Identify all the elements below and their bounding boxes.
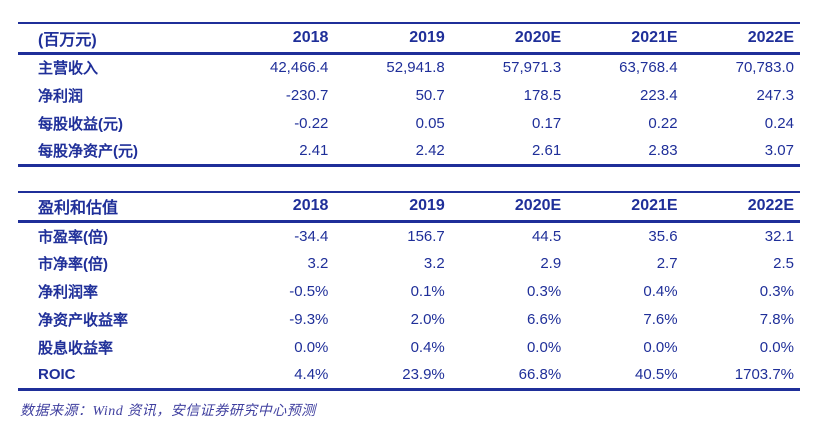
cell-value: 156.7	[407, 227, 445, 245]
cell-value: 52,941.8	[386, 59, 445, 77]
profit-valuation-table: 盈利和估值 2018 2019 2020E 2021E 2022E 市盈率(倍) -34.4 1…	[18, 191, 800, 392]
cell-value: 57,971.3	[502, 59, 562, 77]
table-row: 市净率(倍) 3.2 3.2 2.9 2.7 2.5	[18, 250, 800, 278]
cell-value: 247.3	[756, 86, 794, 104]
cell-value: 0.0%	[294, 339, 329, 356]
cell-value: 23.9%	[402, 366, 445, 384]
cell-value: 2.61	[531, 141, 562, 159]
row-label: 市盈率(倍)	[38, 228, 108, 246]
cell-value: -9.3%	[289, 311, 329, 328]
header-row: 盈利和估值 2018 2019 2020E 2021E 2022E	[18, 191, 800, 222]
table-title-cell: 盈利和估值	[38, 200, 119, 218]
row-label: 股息收益率	[38, 340, 114, 357]
cell-value: -0.5%	[289, 283, 329, 300]
cell-value: 3.2	[307, 255, 329, 272]
table-row: 主营收入 42,466.4 52,941.8 57,971.3 63,768.4 70,7…	[18, 53, 800, 81]
cell-value: 2.7	[656, 255, 678, 272]
row-label: ROIC	[38, 366, 76, 384]
row-label: 净利润率	[38, 284, 99, 301]
cell-value: 0.24	[764, 114, 794, 132]
cell-value: 0.3%	[526, 283, 562, 300]
cell-value: 3.07	[764, 141, 794, 159]
table-title-cell: (百万元)	[38, 31, 97, 49]
table-row: 净资产收益率 -9.3% 2.0% 6.6% 7.6% 7.8%	[18, 306, 800, 334]
row-label: 净利润	[38, 87, 84, 105]
header-row: (百万元) 2018 2019 2020E 2021E 2022E	[18, 23, 800, 53]
cell-value: 42,466.4	[270, 59, 329, 77]
cell-value: 0.1%	[410, 283, 445, 300]
table-row: 每股收益(元) -0.22 0.05 0.17 0.22 0.24	[18, 109, 800, 137]
cell-value: 4.4%	[294, 366, 329, 384]
cell-value: 0.4%	[410, 339, 445, 356]
table-row: 每股净资产(元) 2.41 2.42 2.61 2.83 3.07	[18, 137, 800, 165]
cell-value: 2.5	[773, 255, 794, 272]
cell-value: 0.4%	[643, 283, 678, 300]
column-header-year: 2021E	[631, 197, 678, 215]
cell-value: 2.41	[299, 141, 329, 159]
cell-value: 2.83	[648, 141, 678, 159]
cell-value: 3.2	[423, 255, 445, 272]
cell-value: 35.6	[648, 227, 678, 245]
cell-value: 0.0%	[526, 339, 562, 356]
cell-value: 0.3%	[759, 283, 794, 300]
row-label: 主营收入	[38, 60, 99, 78]
cell-value: 40.5%	[635, 366, 678, 384]
data-source-note: 数据来源：Wind 资讯，安信证券研究中心预测	[20, 404, 316, 419]
cell-value: 0.0%	[759, 339, 794, 356]
column-header-year: 2020E	[514, 197, 562, 215]
row-label: 每股净资产(元)	[38, 142, 138, 160]
column-header-year: 2018	[292, 28, 329, 46]
table-row: 市盈率(倍) -34.4 156.7 44.5 35.6 32.1	[18, 222, 800, 250]
column-header-year: 2019	[409, 28, 445, 46]
cell-value: 6.6%	[526, 311, 562, 328]
row-label: 每股收益(元)	[38, 115, 123, 133]
cell-value: 0.17	[531, 114, 562, 132]
cell-value: 178.5	[523, 86, 562, 104]
cell-value: 2.42	[415, 141, 445, 159]
cell-value: 2.0%	[410, 311, 445, 328]
table-row: 净利润率 -0.5% 0.1% 0.3% 0.4% 0.3%	[18, 278, 800, 306]
cell-value: 44.5	[531, 227, 562, 245]
cell-value: 50.7	[415, 86, 445, 104]
cell-value: 7.8%	[759, 311, 794, 328]
cell-value: -34.4	[294, 227, 329, 245]
cell-value: 7.6%	[643, 311, 678, 328]
table-row: 净利润 -230.7 50.7 178.5 223.4 247.3	[18, 81, 800, 109]
cell-value: 32.1	[764, 227, 794, 245]
row-label: 市净率(倍)	[38, 256, 108, 273]
cell-value: 223.4	[640, 86, 678, 104]
cell-value: 0.05	[415, 114, 445, 132]
cell-value: 0.22	[648, 114, 678, 132]
table-row: 股息收益率 0.0% 0.4% 0.0% 0.0% 0.0%	[18, 334, 800, 362]
cell-value: -0.22	[294, 114, 329, 132]
column-header-year: 2019	[409, 197, 445, 215]
cell-value: 63,768.4	[619, 59, 678, 77]
row-label: 净资产收益率	[38, 312, 129, 329]
cell-value: 1703.7%	[734, 366, 794, 384]
column-header-year: 2022E	[747, 28, 794, 46]
financial-summary-table: (百万元) 2018 2019 2020E 2021E 2022E 主营收入 42,466.4…	[18, 22, 800, 167]
table-row: ROIC 4.4% 23.9% 66.8% 40.5% 1703.7%	[18, 362, 800, 390]
column-header-year: 2021E	[631, 28, 678, 46]
column-header-year: 2022E	[747, 197, 794, 215]
cell-value: 2.9	[540, 255, 562, 272]
column-header-year: 2020E	[514, 28, 562, 46]
cell-value: 66.8%	[518, 366, 562, 384]
cell-value: 0.0%	[643, 339, 678, 356]
column-header-year: 2018	[292, 197, 329, 215]
cell-value: -230.7	[285, 86, 329, 104]
cell-value: 70,783.0	[735, 59, 794, 77]
